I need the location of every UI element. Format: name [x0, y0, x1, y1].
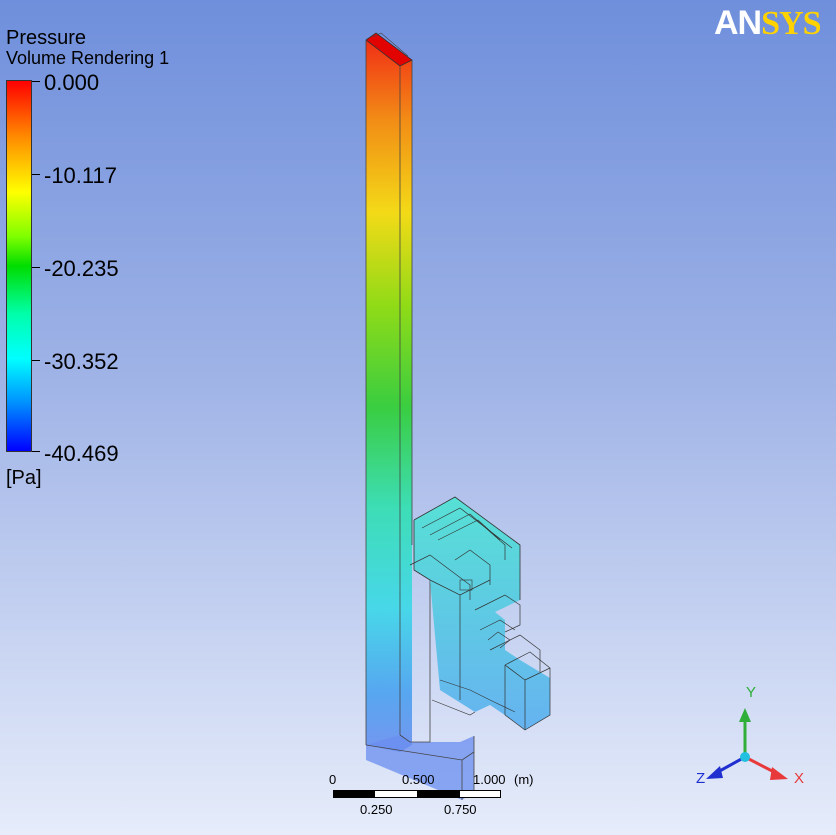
- legend-tick-mark: [32, 451, 40, 452]
- scale-label: 0.750: [444, 802, 477, 817]
- axis-label-y: Y: [746, 684, 757, 701]
- scale-units: (m): [514, 772, 534, 787]
- legend-tick-mark: [32, 174, 40, 175]
- vertical-pipe: [365, 32, 413, 752]
- axis-label-x: X: [794, 770, 805, 787]
- legend-tick-mark: [32, 360, 40, 361]
- legend-tick-label: -40.469: [44, 441, 119, 466]
- legend-units: [Pa]: [6, 467, 42, 489]
- legend-tick-label: -30.352: [44, 349, 119, 374]
- bottom-elbow: [365, 580, 475, 800]
- legend-tick-label: -10.117: [44, 163, 117, 188]
- legend-subtitle: Volume Rendering 1: [6, 48, 170, 68]
- scale-label: 0: [329, 772, 337, 787]
- pump-assembly: [409, 496, 551, 731]
- legend-tick-mark: [32, 267, 40, 268]
- legend-tick-mark: [32, 81, 40, 82]
- scale-label: 0.500: [402, 772, 435, 787]
- color-legend-bar: [6, 80, 32, 452]
- ansys-logo: ANSYS: [714, 4, 821, 42]
- legend-title: Pressure: [6, 27, 87, 49]
- scale-label: 0.250: [360, 802, 393, 817]
- axis-label-z: Z: [696, 770, 706, 787]
- axis-triad: [706, 708, 788, 780]
- legend-tick-label: 0.000: [44, 70, 100, 95]
- scale-label: 1.000: [473, 772, 506, 787]
- legend-tick-label: -20.235: [44, 256, 119, 281]
